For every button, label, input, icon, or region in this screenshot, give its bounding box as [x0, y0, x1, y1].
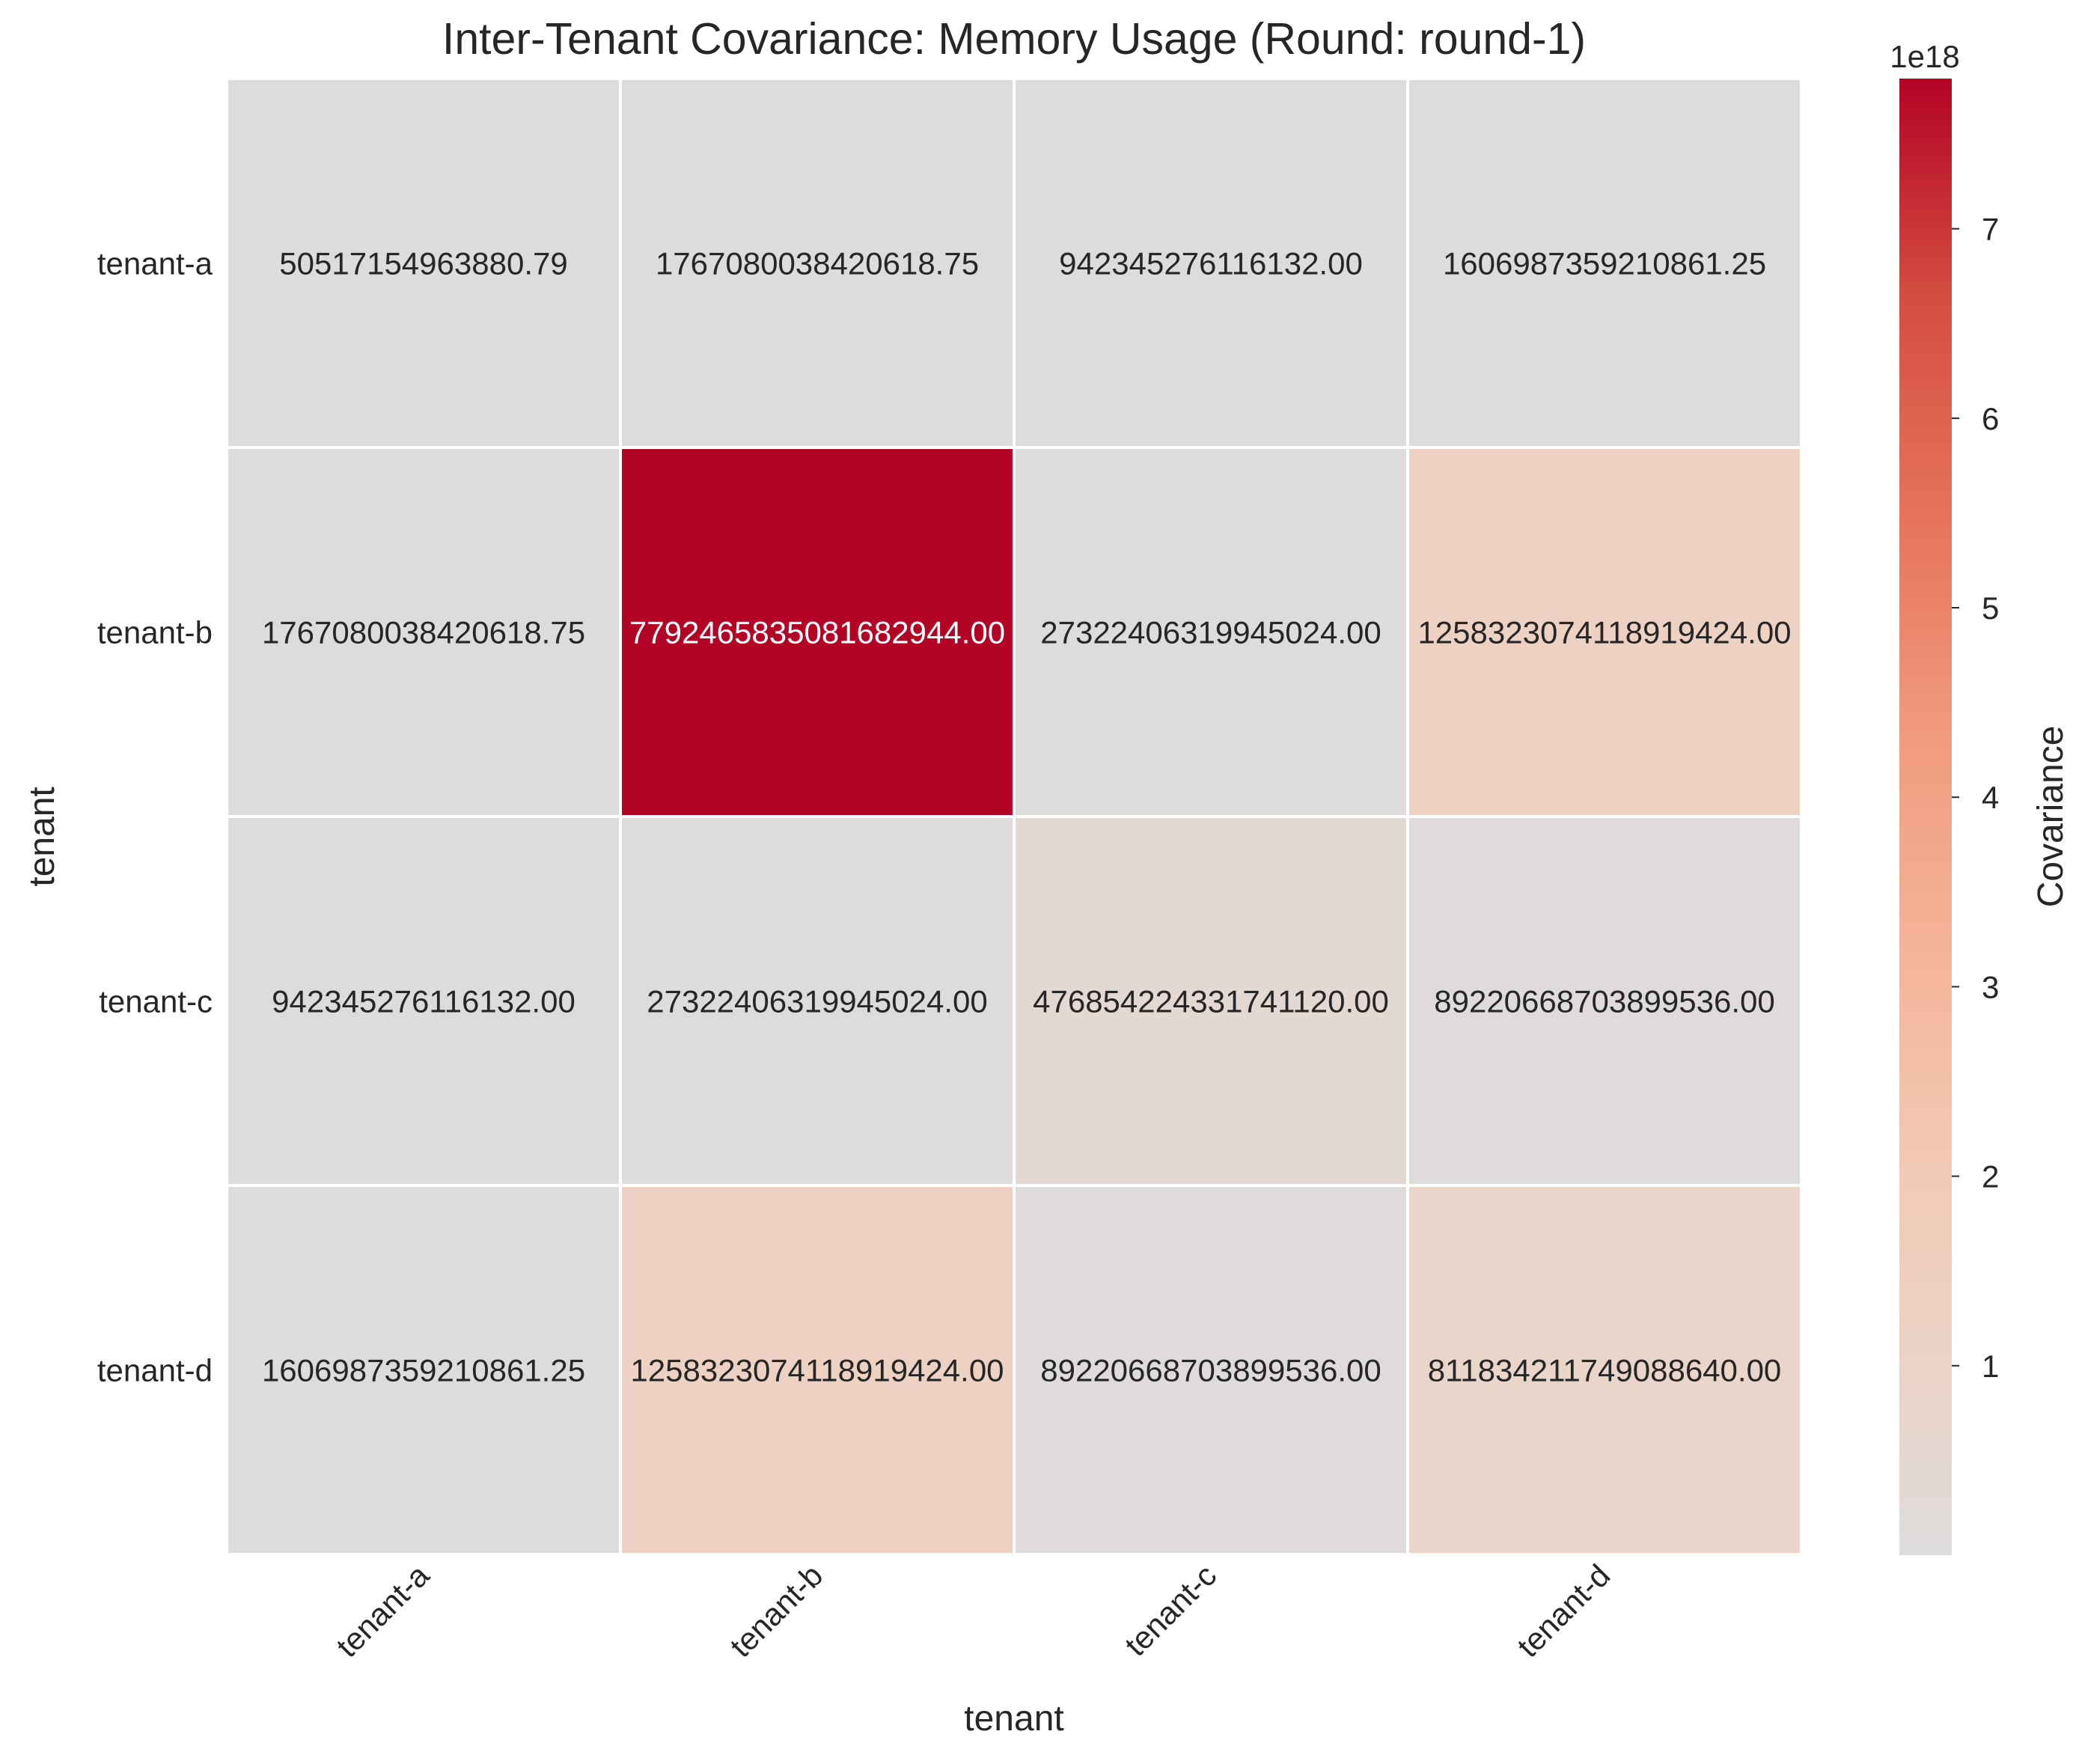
cell-value-label: 942345276116132.00 [272, 984, 576, 1019]
y-tick-label: tenant-d [97, 1353, 213, 1388]
cell-value-label: 7792465835081682944.00 [629, 615, 1005, 650]
colorbar [1899, 79, 1952, 1555]
colorbar-tick-label: 4 [1982, 780, 1999, 815]
cell-value-label: 27322406319945024.00 [1040, 615, 1381, 650]
heatmap-cell [619, 77, 1016, 449]
cell-value-label: 89220668703899536.00 [1434, 984, 1774, 1019]
chart-title: Inter-Tenant Covariance: Memory Usage (R… [442, 14, 1586, 64]
y-tick-label: tenant-a [97, 246, 213, 281]
x-tick-label: tenant-d [1510, 1557, 1616, 1664]
colorbar-tick-label: 5 [1982, 590, 1999, 626]
heatmap-cell [1406, 77, 1803, 449]
cell-value-label: 811834211749088640.00 [1428, 1353, 1782, 1388]
colorbar-tick-label: 3 [1982, 969, 1999, 1004]
heatmap-cell-labels: 50517154963880.79 1767080038420618.75 9423… [262, 246, 1792, 1388]
colorbar-tick-label: 1 [1982, 1349, 1999, 1384]
heatmap-cell [225, 1184, 622, 1556]
heatmap-cell [1406, 1184, 1803, 1556]
y-axis-tick-labels: tenant-a tenant-b tenant-c tenant-d [97, 246, 213, 1388]
y-tick-label: tenant-b [97, 615, 213, 650]
colorbar-label: Covariance [2031, 726, 2071, 908]
cell-value-label: 1767080038420618.75 [656, 246, 979, 281]
colorbar-tick-label: 2 [1982, 1159, 1999, 1194]
cell-value-label: 27322406319945024.00 [647, 984, 987, 1019]
cell-value-label: 476854224331741120.00 [1033, 984, 1389, 1019]
colorbar-offset-text: 1e18 [1890, 39, 1959, 74]
cell-value-label: 942345276116132.00 [1059, 246, 1363, 281]
colorbar-tick-label: 7 [1982, 212, 1999, 247]
x-tick-label: tenant-a [329, 1557, 436, 1664]
heatmap-cell [225, 77, 622, 449]
cell-value-label: 1258323074118919424.00 [1417, 615, 1791, 650]
heatmap-cell [619, 446, 1016, 818]
x-tick-label: tenant-b [723, 1557, 829, 1664]
heatmap-cells [225, 77, 1803, 1556]
cell-value-label: 1606987359210861.25 [262, 1353, 585, 1388]
heatmap-cell [1406, 815, 1803, 1187]
heatmap-cell [619, 815, 1016, 1187]
cell-value-label: 1767080038420618.75 [262, 615, 585, 650]
heatmap-cell [619, 1184, 1016, 1556]
x-axis-tick-labels: tenant-a tenant-b tenant-c tenant-d [329, 1557, 1616, 1664]
y-tick-label: tenant-c [99, 984, 213, 1019]
cell-value-label: 50517154963880.79 [279, 246, 567, 281]
y-axis-label: tenant [22, 787, 62, 886]
colorbar-ticks: 1 2 3 4 5 6 7 [1952, 212, 1999, 1384]
cell-value-label: 1258323074118919424.00 [630, 1353, 1004, 1388]
heatmap-cell [225, 446, 622, 818]
heatmap-cell [1013, 1184, 1409, 1556]
heatmap-cell [1406, 446, 1803, 818]
x-tick-label: tenant-c [1118, 1557, 1224, 1663]
colorbar-tick-label: 6 [1982, 401, 1999, 436]
heatmap-cell [1013, 77, 1409, 449]
cell-value-label: 89220668703899536.00 [1040, 1353, 1381, 1388]
x-axis-label: tenant [964, 1699, 1063, 1739]
cell-value-label: 1606987359210861.25 [1443, 246, 1766, 281]
